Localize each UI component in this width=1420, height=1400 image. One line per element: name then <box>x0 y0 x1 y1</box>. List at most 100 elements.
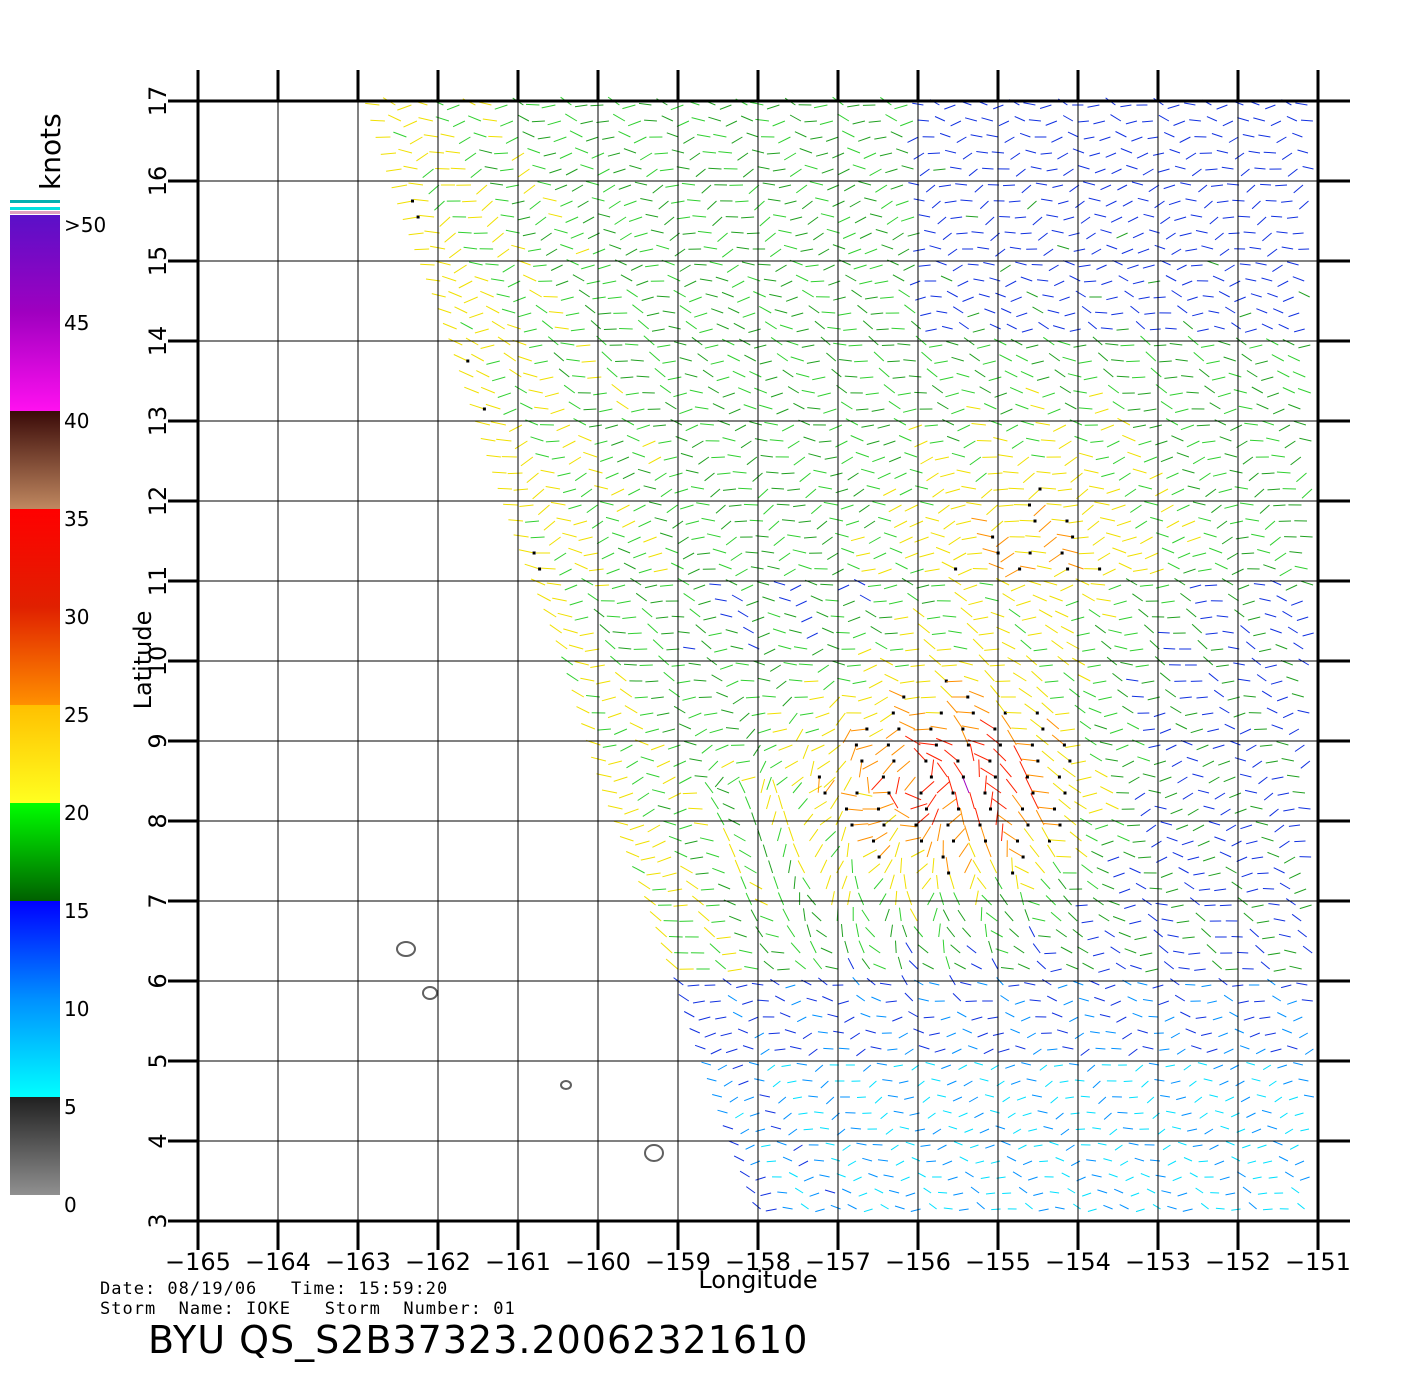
wind-vector <box>700 423 714 426</box>
wind-vector <box>879 657 894 666</box>
wind-vector <box>1160 400 1173 410</box>
wind-vector <box>1082 962 1094 970</box>
wind-vector <box>1094 769 1108 778</box>
wind-vector <box>1281 758 1294 762</box>
wind-vector <box>469 403 485 410</box>
wind-vector <box>1191 168 1202 177</box>
wind-vector <box>1129 648 1144 652</box>
wind-vector <box>615 360 628 362</box>
wind-vector <box>1198 888 1211 891</box>
wind-vector <box>1239 312 1252 318</box>
wind-vector <box>873 351 885 362</box>
wind-vector <box>1077 946 1089 954</box>
wind-vector <box>690 486 705 490</box>
wind-vector <box>984 841 992 858</box>
wind-vector <box>793 504 806 508</box>
wind-vector <box>894 808 910 819</box>
wind-vector <box>1264 664 1277 669</box>
wind-vector <box>948 1125 958 1130</box>
wind-vector <box>964 858 973 874</box>
wind-vector <box>1048 552 1063 563</box>
wind-vector <box>654 368 666 378</box>
wind-vector <box>1242 134 1255 138</box>
wind-vector <box>872 791 890 794</box>
wind-vector <box>953 1141 963 1146</box>
rain-flag <box>538 567 542 571</box>
wind-vector <box>782 843 787 858</box>
wind-vector <box>492 471 507 474</box>
wind-vector <box>1208 776 1220 784</box>
wind-vector <box>463 296 478 304</box>
wind-vector <box>1160 504 1174 513</box>
wind-vector <box>1279 1112 1288 1119</box>
colorbar-cap-band <box>10 200 60 203</box>
wind-vector <box>986 782 1002 794</box>
wind-vector <box>446 104 460 111</box>
wind-vector <box>746 232 760 235</box>
wind-vector <box>810 595 823 602</box>
wind-vector <box>505 229 520 234</box>
wind-vector <box>518 549 535 554</box>
wind-vector <box>962 152 973 160</box>
wind-vector <box>1051 136 1063 143</box>
wind-vector <box>821 627 834 634</box>
wind-vector <box>1163 131 1175 138</box>
wind-vector <box>1188 952 1201 955</box>
wind-vector <box>952 264 963 272</box>
wind-vector <box>743 503 758 506</box>
wind-vector <box>979 824 986 842</box>
wind-vector <box>585 136 599 142</box>
wind-vector <box>1141 898 1152 906</box>
wind-vector <box>1028 488 1041 500</box>
wind-vector <box>1117 689 1129 698</box>
colorbar-tick-label: 5 <box>64 1095 77 1119</box>
wind-vector <box>901 165 914 170</box>
wind-vector <box>1031 1094 1042 1098</box>
wind-vector <box>1275 184 1288 187</box>
wind-vector <box>534 360 548 365</box>
wind-vector <box>1281 200 1293 203</box>
wind-vector <box>1164 792 1178 799</box>
wind-vector <box>1220 808 1231 816</box>
wind-vector <box>665 547 679 554</box>
wind-vector <box>841 826 847 842</box>
wind-vector <box>1091 850 1104 858</box>
wind-vector <box>709 261 723 266</box>
wind-vector <box>790 942 801 954</box>
wind-vector <box>689 1028 701 1034</box>
wind-vector <box>634 181 648 186</box>
wind-vector <box>1203 1078 1213 1082</box>
wind-vector <box>898 1032 909 1039</box>
wind-vector <box>888 600 903 605</box>
wind-vector <box>1208 672 1219 682</box>
rain-flag <box>877 855 881 859</box>
wind-vector <box>661 632 674 635</box>
wind-vector <box>1195 1016 1207 1019</box>
islands <box>396 941 664 1162</box>
wind-vector <box>892 1016 903 1022</box>
wind-vector <box>1000 995 1010 1002</box>
wind-vector <box>1223 1048 1234 1054</box>
wind-vector <box>1270 628 1282 634</box>
wind-vector <box>1135 664 1149 668</box>
wind-vector <box>863 664 878 672</box>
y-tick-label: 6 <box>144 973 172 988</box>
wind-vector <box>989 277 1001 282</box>
wind-vector <box>1000 1140 1011 1146</box>
wind-vector <box>545 486 561 490</box>
wind-vector <box>829 424 843 431</box>
wind-vector <box>1028 1128 1038 1132</box>
wind-vector <box>950 504 966 510</box>
wind-vector <box>933 168 946 171</box>
wind-vector <box>527 148 541 154</box>
rain-flag <box>1066 567 1070 571</box>
wind-vector <box>479 149 493 154</box>
rain-flag <box>971 711 975 715</box>
wind-vector <box>1178 967 1190 970</box>
wind-vector <box>682 552 695 560</box>
wind-vector <box>647 824 661 833</box>
wind-vector <box>749 881 763 890</box>
wind-vector <box>1172 536 1185 544</box>
wind-vector <box>1127 552 1143 557</box>
